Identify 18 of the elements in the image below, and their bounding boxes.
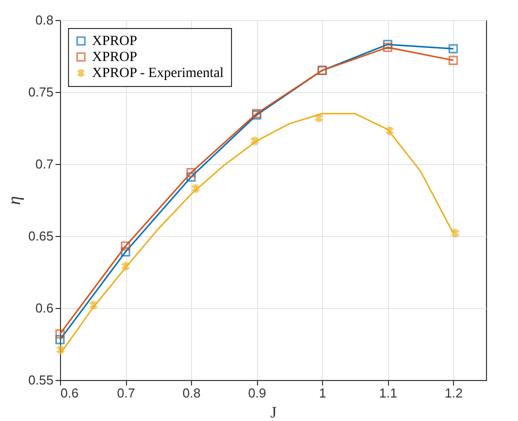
y-tick-label: 0.7	[35, 156, 54, 172]
y-tick-label: 0.6	[35, 300, 54, 316]
x-tick-label: 0.7	[117, 386, 136, 400]
x-tick-label: 1.2	[444, 386, 463, 400]
legend-label: XPROP	[92, 34, 138, 49]
y-tick-label: 0.65	[28, 228, 54, 244]
y-tick-label: 0.8	[35, 12, 54, 28]
y-tick-label: 0.55	[28, 372, 54, 388]
x-tick-label: 0.6	[60, 386, 79, 400]
y-axis-title: η	[4, 196, 24, 205]
x-axis-title: J	[270, 404, 277, 421]
y-tick-label: 0.75	[28, 84, 54, 100]
x-tick-label: 0.9	[248, 386, 266, 400]
legend-label: XPROP	[92, 50, 138, 65]
x-tick-label: 1.1	[379, 386, 398, 400]
x-tick-label: 0.8	[182, 386, 201, 400]
legend-label: XPROP - Experimental	[92, 66, 224, 81]
x-tick-label: 1	[319, 386, 326, 400]
